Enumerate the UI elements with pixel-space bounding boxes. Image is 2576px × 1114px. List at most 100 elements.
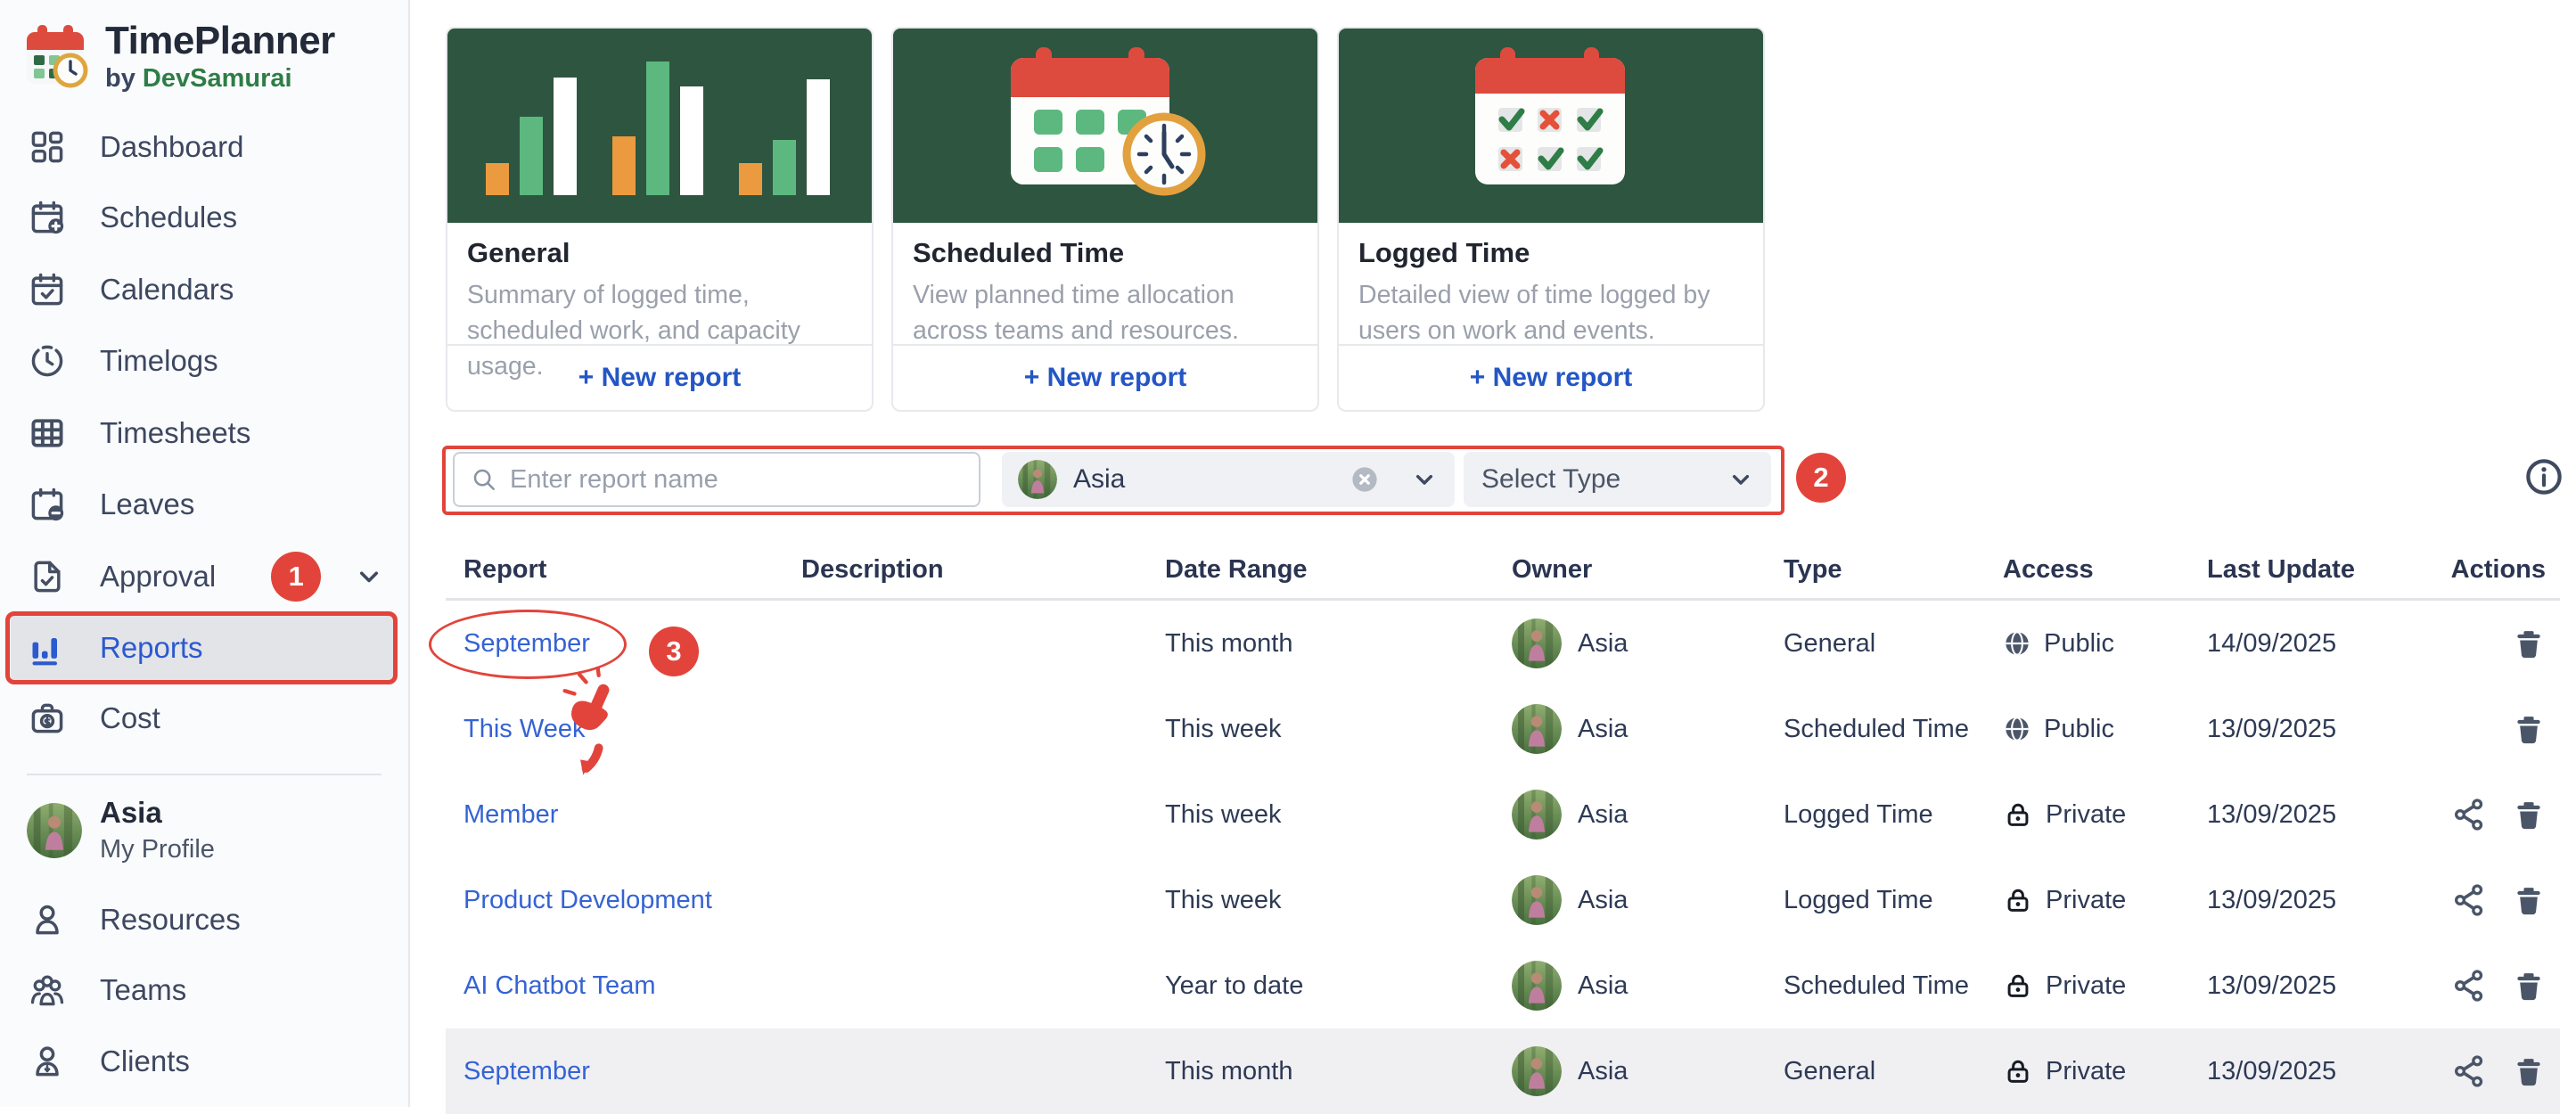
delete-button[interactable] [2512, 798, 2546, 831]
calendar-clock-illustration [1011, 47, 1206, 196]
sidebar-item-label: Reports [100, 631, 203, 664]
card-description: View planned time allocation across team… [913, 281, 1239, 345]
app-logo: TimePlanner by DevSamurai [20, 20, 335, 94]
calendar-logo-icon [20, 20, 91, 91]
resources-icon [27, 900, 68, 939]
share-button[interactable] [2451, 968, 2487, 1003]
new-report-button[interactable]: + New report [1339, 344, 1763, 410]
sidebar-item-label: Leaves [100, 487, 195, 520]
last-update: 13/09/2025 [2207, 799, 2337, 829]
annotation-step-2-badge: 2 [1796, 453, 1846, 503]
report-type: Scheduled Time [1784, 714, 1969, 743]
sidebar-item-schedules[interactable]: Schedules [11, 182, 396, 253]
card-title: General [467, 237, 570, 268]
avatar [1512, 790, 1562, 840]
sidebar-item-reports[interactable]: Reports [11, 612, 396, 684]
calendar-checks-illustration [1475, 47, 1625, 184]
timelogs-icon [27, 341, 68, 381]
delete-button[interactable] [2512, 883, 2546, 917]
card-general: General Summary of logged time, schedule… [446, 27, 874, 412]
new-report-button[interactable]: + New report [447, 344, 872, 410]
last-update: 13/09/2025 [2207, 885, 2337, 914]
sidebar-item-label: Approval [100, 560, 217, 593]
share-button[interactable] [2451, 797, 2487, 832]
chevron-down-icon[interactable] [353, 561, 385, 593]
schedules-icon [27, 198, 68, 237]
clients-icon [27, 1042, 68, 1081]
avatar [1512, 618, 1562, 668]
new-report-button[interactable]: + New report [893, 344, 1317, 410]
report-link[interactable]: AI Chatbot Team [464, 971, 656, 1000]
delete-button[interactable] [2512, 712, 2546, 746]
report-link[interactable]: Product Development [464, 885, 712, 914]
report-link[interactable]: September [464, 1056, 590, 1085]
card-title: Scheduled Time [913, 237, 1125, 268]
column-access: Access [2003, 555, 2094, 584]
sidebar-item-cost[interactable]: Cost [11, 683, 396, 754]
owner-name: Asia [1578, 799, 1628, 829]
column-actions: Actions [2450, 555, 2546, 584]
sidebar-item-dashboard[interactable]: Dashboard [11, 111, 396, 183]
report-link[interactable]: This Week [464, 714, 586, 743]
column-owner: Owner [1512, 555, 1593, 584]
type-filter-select[interactable]: Select Type [1464, 452, 1771, 507]
sidebar-item-label: Teams [100, 973, 187, 1006]
report-link[interactable]: September [464, 628, 590, 658]
sidebar-item-leaves[interactable]: Leaves [11, 469, 396, 540]
sidebar-item-clients[interactable]: Clients [11, 1026, 396, 1097]
teams-icon [27, 971, 68, 1010]
report-date-range: This week [1165, 885, 1282, 914]
scheduled-time-card-illustration [893, 29, 1317, 223]
table-row: Member This week Asia Logged Time Privat… [446, 772, 2560, 857]
sidebar-item-label: Cost [100, 701, 160, 734]
delete-button[interactable] [2512, 1054, 2546, 1088]
approval-icon [27, 557, 68, 596]
card-description: Summary of logged time, scheduled work, … [467, 281, 800, 381]
report-type: General [1784, 1056, 1876, 1085]
owner-name: Asia [1578, 714, 1628, 743]
column-date-range: Date Range [1165, 555, 1308, 584]
delete-button[interactable] [2512, 627, 2546, 660]
table-row: September This month Asia General Public… [446, 601, 2560, 686]
avatar [1512, 704, 1562, 754]
delete-button[interactable] [2512, 969, 2546, 1003]
card-scheduled-time: Scheduled Time View planned time allocat… [891, 27, 1319, 412]
globe-icon [2003, 715, 2031, 743]
annotation-step-1-badge: 1 [271, 552, 322, 602]
search-icon [471, 466, 497, 493]
app-title: TimePlanner [105, 19, 335, 62]
avatar [1512, 1046, 1562, 1096]
sidebar-item-calendars[interactable]: Calendars [11, 254, 396, 325]
sidebar-item-resources[interactable]: Resources [11, 884, 396, 955]
owner-name: Asia [1578, 885, 1628, 914]
last-update: 13/09/2025 [2207, 1056, 2337, 1085]
share-button[interactable] [2451, 1053, 2487, 1089]
sidebar-item-teams[interactable]: Teams [11, 954, 396, 1026]
report-search-box [453, 452, 980, 507]
table-row: September This month Asia General Privat… [446, 1028, 2560, 1114]
report-link[interactable]: Member [464, 799, 559, 829]
brand-name: DevSamurai [142, 64, 292, 93]
report-date-range: Year to date [1165, 971, 1304, 1000]
profile-item[interactable]: Asia My Profile [27, 796, 215, 864]
info-icon[interactable] [2523, 456, 2564, 497]
clear-filter-icon[interactable] [1348, 463, 1382, 496]
bar-chart-illustration [486, 61, 830, 195]
search-input[interactable] [510, 464, 964, 495]
share-button[interactable] [2451, 882, 2487, 918]
owner-filter-select[interactable]: Asia [1002, 452, 1455, 507]
sidebar-item-timelogs[interactable]: Timelogs [11, 325, 396, 397]
report-date-range: This week [1165, 799, 1282, 829]
card-description: Detailed view of time logged by users on… [1358, 281, 1710, 345]
sidebar-item-approval[interactable]: Approval 1 [11, 541, 396, 612]
owner-name: Asia [1578, 971, 1628, 1000]
dashboard-icon [27, 127, 68, 167]
sidebar-item-timesheets[interactable]: Timesheets [11, 397, 396, 469]
access-label: Private [2046, 885, 2127, 914]
owner-filter-value: Asia [1073, 464, 1126, 494]
report-date-range: This month [1165, 1056, 1293, 1085]
owner-name: Asia [1578, 1056, 1628, 1085]
reports-table: Report Description Date Range Owner Type… [446, 542, 2560, 1114]
last-update: 13/09/2025 [2207, 971, 2337, 1000]
leaves-icon [27, 485, 68, 524]
